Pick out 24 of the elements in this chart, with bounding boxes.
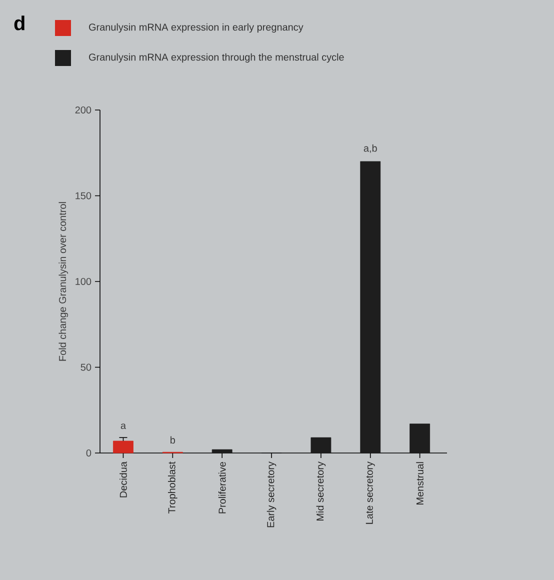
bar — [310, 437, 332, 454]
text: d — [14, 16, 24, 30]
x-tick-label: Menstrual — [416, 462, 424, 504]
bar — [360, 161, 381, 454]
bar — [113, 440, 134, 454]
x-tick-label: Proliferative — [218, 462, 226, 514]
legend-label: Granulysin mRNA expression in early pregnancy — [89, 23, 304, 33]
x-tick-label: Late secretory — [366, 462, 375, 524]
x-tick-label: Decidua — [120, 462, 127, 498]
x-tick-label: Early secretory — [266, 462, 276, 528]
y-tick-label: 50 — [80, 364, 92, 371]
annotation: b — [170, 436, 176, 444]
annotation: a,b — [364, 144, 377, 153]
x-tick-label: Trophoblast — [168, 462, 178, 514]
y-tick-label: 200 — [75, 106, 92, 114]
y-tick-label: 0 — [86, 449, 92, 457]
x-tick-label: Mid secretory — [316, 462, 326, 520]
y-tick-label: 100 — [76, 278, 92, 286]
bar — [410, 424, 430, 454]
bar — [212, 449, 232, 454]
annotation: a — [120, 424, 126, 430]
y-tick-label: 150 — [76, 192, 92, 200]
y-axis-title: Fold change Granulysin over control — [58, 202, 68, 361]
legend-label: Granulysin mRNA expression through the menstrual cycle — [89, 53, 344, 63]
